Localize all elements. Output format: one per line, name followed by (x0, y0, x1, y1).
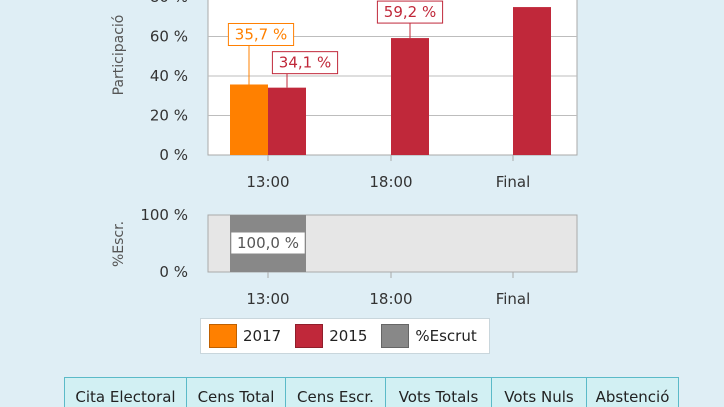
y-tick-label-1-0: 0 % (159, 146, 188, 164)
data-label-2-escrut-13-00: 100,0 % (237, 234, 299, 252)
legend-label-escrut: %Escrut (415, 327, 477, 345)
legend-label-2017: 2017 (243, 327, 282, 345)
legend-swatch-2017 (209, 324, 237, 348)
y-tick-label-2-0: 0 % (159, 263, 188, 281)
y-tick-label-1-2: 40 % (150, 67, 188, 85)
legend-item-2015: 2015 (295, 324, 367, 348)
data-label-box-1-2017-13-00 (227, 22, 295, 46)
results-table-header: Cita Electoral Cens Total Cens Escr. Vot… (64, 377, 679, 407)
legend-swatch-escrut (381, 324, 410, 348)
col-header-cens-escr[interactable]: Cens Escr. (286, 377, 386, 407)
bar-2015-18-00 (391, 38, 429, 155)
bar-2015-final (513, 7, 551, 156)
y-tick-label-2-1: 100 % (140, 206, 188, 224)
bar-2017-13-00 (230, 84, 268, 155)
data-label-1-2017-13-00: 35,7 % (235, 25, 287, 43)
data-label-box-1-2015-18-00 (376, 0, 444, 24)
col-header-cita-electoral[interactable]: Cita Electoral (65, 377, 187, 407)
x-tick-label-1-final: Final (496, 173, 531, 191)
y-tick-label-1-4: 80 % (150, 0, 188, 6)
x-tick-label-2-18-00: 18:00 (369, 290, 412, 308)
y-tick-label-1-3: 60 % (150, 28, 188, 46)
col-header-vots-nuls[interactable]: Vots Nuls (492, 377, 587, 407)
x-tick-label-1-18-00: 18:00 (369, 173, 412, 191)
x-tick-label-2-final: Final (496, 290, 531, 308)
bar-2015-13-00 (268, 87, 306, 155)
y-axis-label-1: Participació (111, 15, 127, 96)
data-label-box-2-escrut-13-00 (230, 231, 306, 255)
x-tick-label-2-13-00: 13:00 (246, 290, 289, 308)
chart-legend: 2017 2015 %Escrut (200, 318, 490, 354)
col-header-abstencio[interactable]: Abstenció (587, 377, 679, 407)
col-header-cens-total[interactable]: Cens Total (187, 377, 286, 407)
data-label-1-2015-13-00: 34,1 % (279, 54, 331, 72)
data-label-1-2015-18-00: 59,2 % (384, 3, 436, 21)
chart-2: 0 % 100 % %Escr. 13:00 18:00 Final 100,0 % (111, 206, 578, 308)
legend-swatch-2015 (295, 324, 324, 348)
col-header-vots-totals[interactable]: Vots Totals (386, 377, 492, 407)
y-tick-label-1-1: 20 % (150, 107, 188, 125)
legend-item-escrut: %Escrut (381, 324, 477, 348)
legend-item-2017: 2017 (209, 324, 281, 348)
chart-1: 0 % 20 % 40 % 60 % 80 % Participació 13:00 18:0… (111, 0, 578, 191)
legend-label-2015: 2015 (329, 327, 368, 345)
x-tick-label-1-13-00: 13:00 (246, 173, 289, 191)
data-label-box-1-2015-13-00 (271, 51, 339, 75)
y-axis-label-2: %Escr. (111, 221, 127, 267)
